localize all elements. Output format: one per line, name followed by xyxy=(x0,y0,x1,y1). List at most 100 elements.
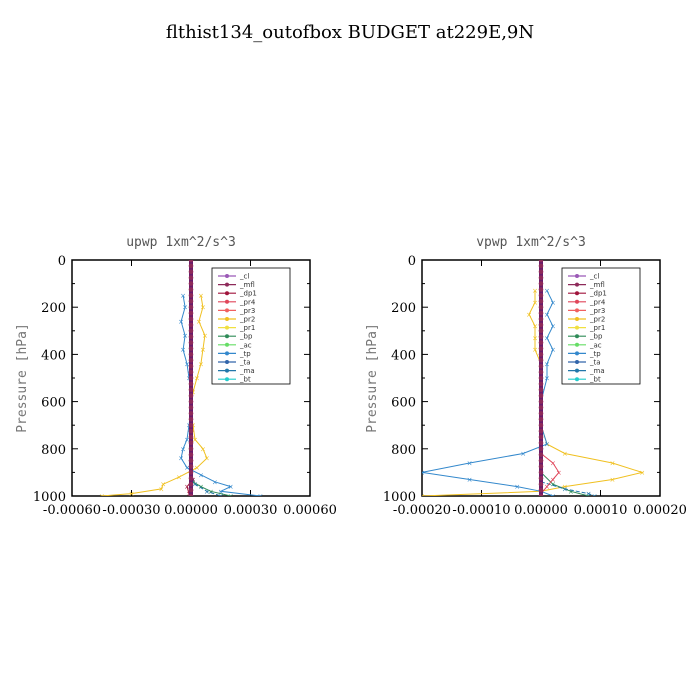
data-point-bp: × xyxy=(586,493,592,501)
data-point-pr2: × xyxy=(526,311,532,319)
data-point-mfl xyxy=(188,299,194,304)
data-point-mfl xyxy=(188,411,194,416)
data-point-mfl xyxy=(188,422,194,428)
data-point-pr4: × xyxy=(550,459,556,467)
data-point-pr4: × xyxy=(550,476,556,484)
legend-label: _tp xyxy=(589,350,601,358)
data-point-ma: × xyxy=(204,488,210,496)
data-point-mfl xyxy=(188,340,194,345)
data-point-pr2: × xyxy=(194,464,200,472)
data-point-mfl xyxy=(188,363,194,369)
data-point-tp: × xyxy=(180,445,186,453)
data-point-mfl xyxy=(538,263,544,269)
legend-label: _mfl xyxy=(589,281,605,289)
data-point-mfl xyxy=(538,293,544,298)
y-tick-label: 1000 xyxy=(383,490,416,505)
data-point-mfl xyxy=(188,399,194,404)
data-point-bp: × xyxy=(198,483,204,491)
legend-marker xyxy=(225,299,229,304)
data-point-mfl xyxy=(538,316,544,322)
chart-panel-1: upwp 1xm^2/s^3 Pressure [hPa] 0 200 400 600 80… xyxy=(15,235,337,518)
data-point-pr2: × xyxy=(198,292,204,300)
legend-label: _bp xyxy=(239,333,253,341)
data-point-ma: × xyxy=(218,493,224,501)
data-point-tp: × xyxy=(550,323,556,331)
data-point-pr2: × xyxy=(99,493,105,501)
y-axis-label: Pressure [hPa] xyxy=(365,323,380,433)
legend-label: _bp xyxy=(589,333,603,341)
data-point-mfl xyxy=(538,493,544,496)
data-point-tp: × xyxy=(178,455,184,463)
data-point-tp: × xyxy=(228,483,234,491)
data-point-pr2: × xyxy=(198,360,204,368)
data-point-mfl xyxy=(188,470,194,475)
y-tick-label: 400 xyxy=(391,348,416,363)
data-point-pr2: × xyxy=(532,334,538,342)
data-point-mfl xyxy=(538,346,544,351)
data-point-tp: × xyxy=(544,375,550,383)
series-line-pr4 xyxy=(540,453,560,494)
legend-label: _ac xyxy=(589,341,602,349)
series-line-tp xyxy=(422,290,554,496)
data-point-tp: × xyxy=(544,287,550,295)
data-point-mfl xyxy=(188,316,194,322)
legend-marker xyxy=(575,317,579,321)
data-point-mfl xyxy=(538,358,544,363)
data-point-mfl xyxy=(538,334,544,340)
data-point-bp: × xyxy=(550,481,556,489)
data-point-mfl xyxy=(188,393,194,399)
data-point-pr2: × xyxy=(532,287,538,295)
data-point-bp: × xyxy=(568,488,574,496)
data-point-pr2: × xyxy=(176,474,182,482)
data-point-mfl xyxy=(538,458,544,463)
y-tick-label: 200 xyxy=(391,301,416,316)
x-tick-label: 0.00060 xyxy=(283,503,337,518)
x-tick-label: 0.00000 xyxy=(164,503,218,518)
data-point-pr4: × xyxy=(556,469,562,477)
data-point-tp: × xyxy=(184,360,190,368)
data-point-mfl xyxy=(538,476,544,481)
data-point-mfl xyxy=(538,328,544,334)
data-point-pr2: × xyxy=(202,332,208,340)
data-point-mfl xyxy=(538,260,544,263)
data-point-tp: × xyxy=(184,436,190,444)
plot-area: ××××××××××××××××××××××××××××××××××××××××… xyxy=(419,260,645,501)
legend-marker xyxy=(225,368,229,373)
data-point-mfl xyxy=(188,346,194,351)
legend-label: _dp1 xyxy=(589,290,607,298)
legend-marker xyxy=(575,308,579,313)
x-tick-label: -0.00010 xyxy=(452,503,510,518)
data-point-mfl xyxy=(188,287,194,292)
data-point-mfl xyxy=(188,322,194,328)
plot-area: ××××××××××××××××××××××××××××××××××××××××… xyxy=(99,260,263,501)
legend-label: _pr3 xyxy=(239,307,255,315)
data-point-dp1: × xyxy=(184,483,190,491)
data-point-mfl xyxy=(538,470,544,475)
data-point-mfl xyxy=(538,417,544,422)
data-point-mfl xyxy=(188,369,194,375)
data-point-mfl xyxy=(188,434,194,440)
data-point-tp: × xyxy=(257,493,263,501)
legend-marker xyxy=(225,308,229,313)
data-point-mfl xyxy=(538,434,544,440)
data-point-ma: × xyxy=(586,490,592,498)
legend-marker xyxy=(225,317,229,321)
data-point-pr2: × xyxy=(200,346,206,354)
data-point-mfl xyxy=(538,340,544,345)
data-point-mfl xyxy=(538,428,544,434)
data-point-pr2: × xyxy=(160,481,166,489)
data-point-pr2: × xyxy=(192,436,198,444)
legend-marker xyxy=(225,334,229,339)
data-point-mfl xyxy=(538,375,544,381)
data-point-mfl xyxy=(538,281,544,286)
legend-label: _ta xyxy=(239,359,251,367)
data-point-tp: × xyxy=(218,488,224,496)
data-point-mfl xyxy=(538,322,544,328)
data-point-mfl xyxy=(538,299,544,304)
data-point-tp: × xyxy=(182,304,188,312)
data-point-tp: × xyxy=(550,493,556,501)
data-point-tp: × xyxy=(419,469,425,477)
legend-box xyxy=(561,267,641,385)
data-point-mfl xyxy=(188,375,194,381)
legend-marker xyxy=(225,351,229,356)
